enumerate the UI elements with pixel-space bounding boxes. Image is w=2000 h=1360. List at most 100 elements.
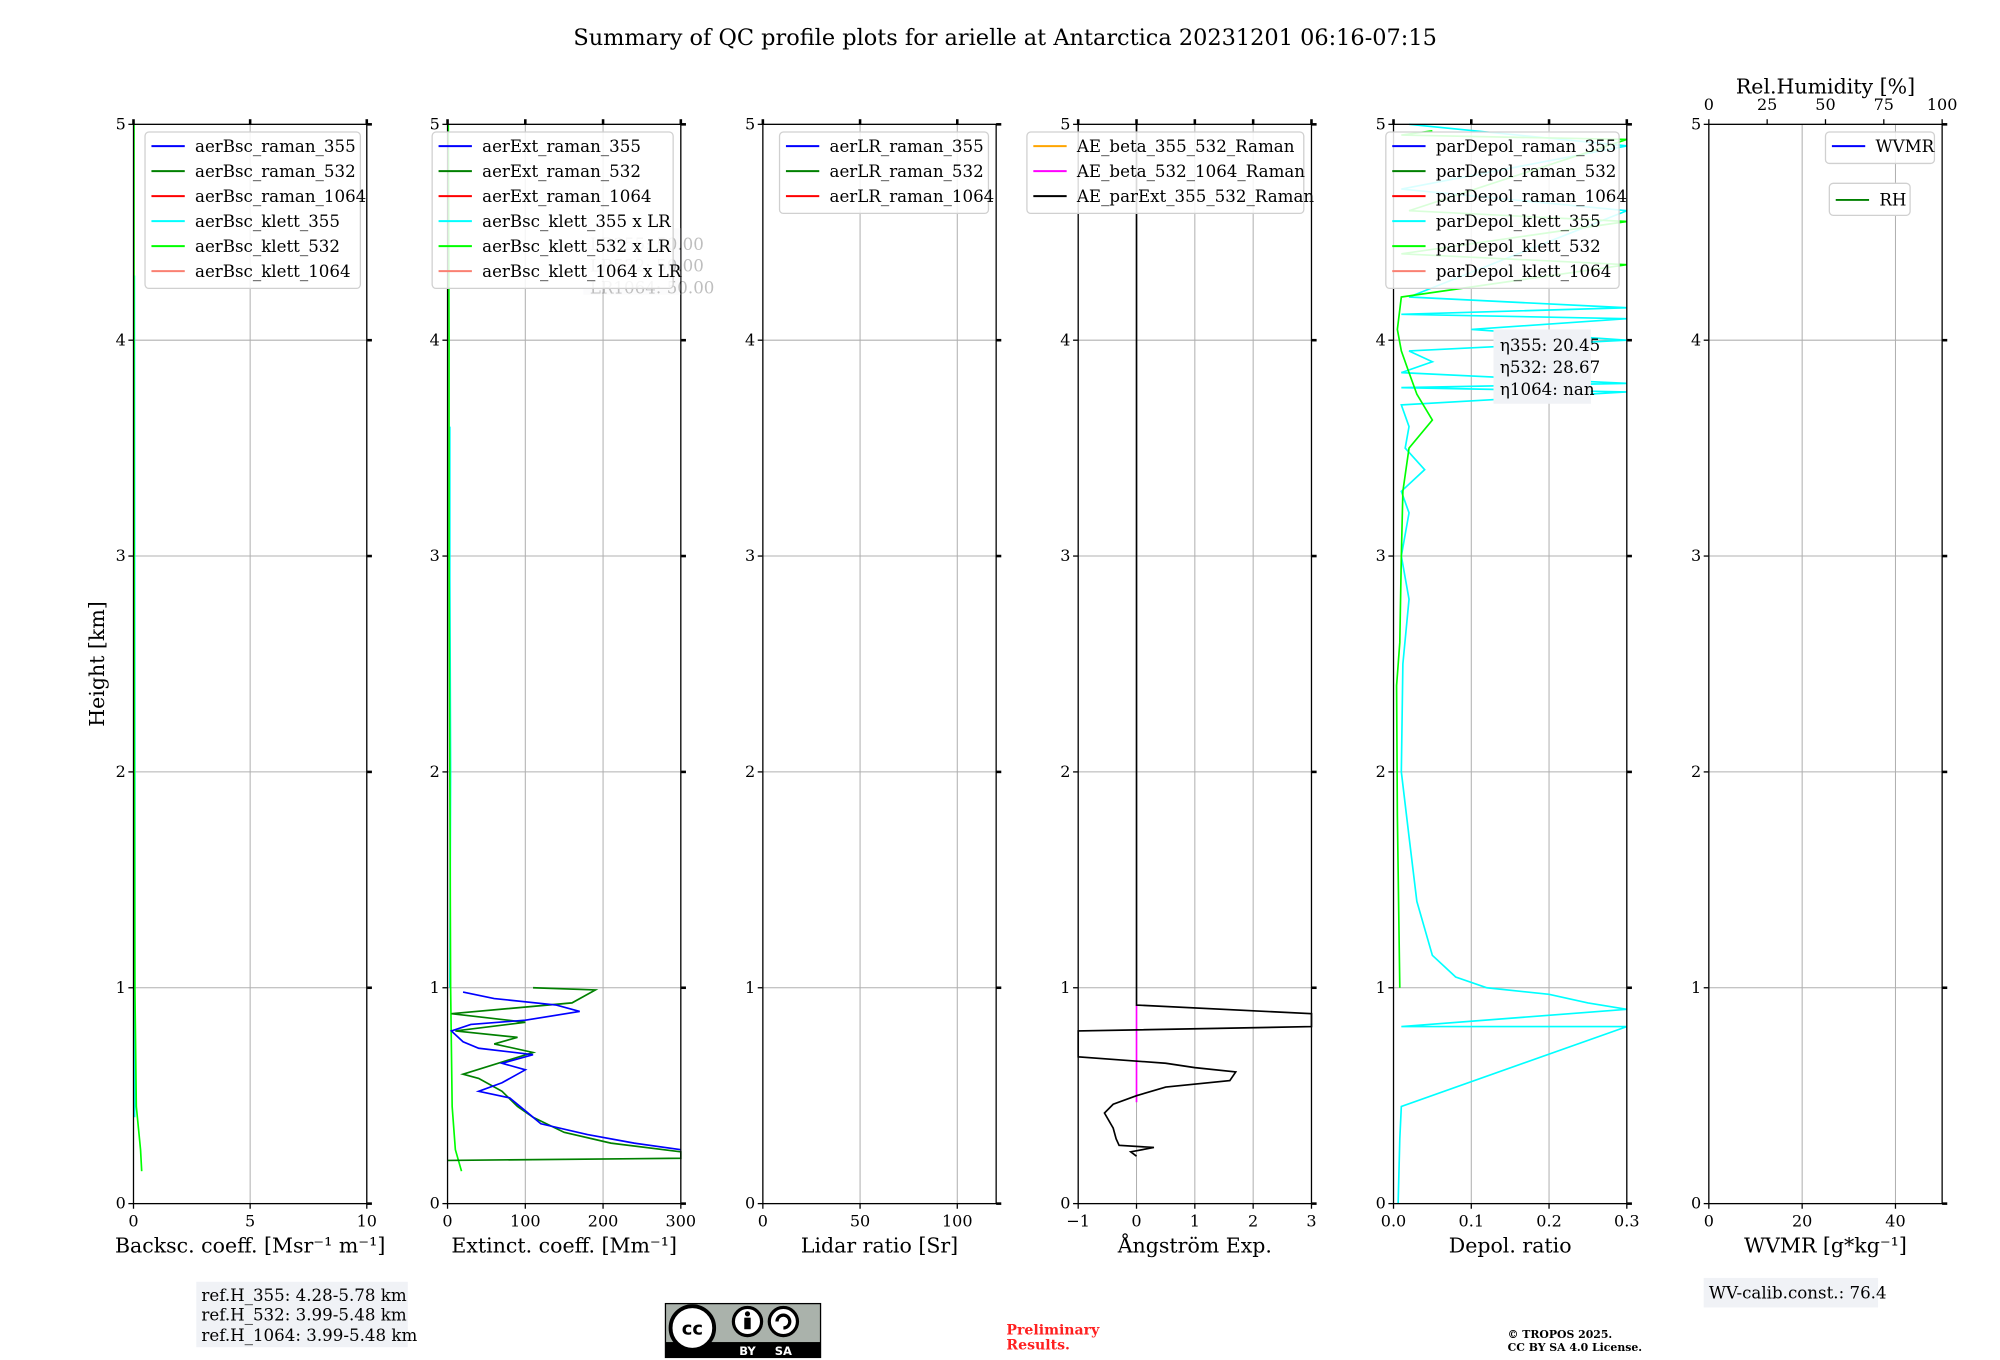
series-parDepol_klett_355 [1397, 123, 1628, 1204]
wv-calib-const: WV-calib.const.: 76.4 [1709, 1283, 1887, 1302]
x-tick-label: 0.0 [1381, 1212, 1406, 1231]
axes-frame [1708, 123, 1943, 1205]
series-AE_parExt_355_532_Raman [1077, 124, 1313, 1157]
preliminary-note-1: Preliminary [1006, 1322, 1100, 1338]
panel-1: 0 1 2 3 4 5 0 5 10 Backsc. coeff. [Msr⁻¹ m⁻¹] aerB… [115, 114, 385, 1257]
x-tick-label: 0.1 [1459, 1212, 1484, 1231]
preliminary-note-2: Results. [1006, 1338, 1070, 1354]
legend-label: aerBsc_klett_355 [195, 212, 340, 231]
y-tick-label: 4 [1691, 330, 1701, 349]
x-tick-label: 2 [1248, 1212, 1258, 1231]
x-tick-label: 200 [588, 1212, 619, 1231]
axes-frame [132, 123, 368, 1205]
legend: parDepol_raman_355 parDepol_raman_532 parD… [1385, 131, 1627, 290]
license-sa: SA [775, 1344, 792, 1358]
y-tick-label: 2 [1376, 762, 1386, 781]
y-tick-label: 0 [430, 1194, 440, 1213]
wv-calib-box: WV-calib.const.: 76.4 [1703, 1277, 1887, 1308]
license-by: BY [739, 1344, 756, 1358]
legend-label: aerLR_raman_1064 [830, 187, 995, 206]
y-tick-label: 3 [116, 546, 126, 565]
x-tick-label: 0.3 [1614, 1212, 1639, 1231]
legend: aerBsc_raman_355 aerBsc_raman_532 aerBsc_r… [144, 131, 366, 290]
top-x-tick-label: 100 [1927, 95, 1958, 114]
x-tick-label: 0 [1704, 1212, 1714, 1231]
svg-text:cc: cc [682, 1318, 703, 1339]
y-tick-label: 0 [745, 1194, 755, 1213]
y-tick-label: 1 [1691, 978, 1701, 997]
ref-height-box: ref.H_355: 4.28-5.78 km ref.H_532: 3.99-… [196, 1281, 417, 1348]
x-tick-label: 0.2 [1536, 1212, 1561, 1231]
y-tick-label: 5 [745, 114, 755, 133]
legend-box [1026, 131, 1305, 215]
top-x-axis-label: Rel.Humidity [%] [1736, 75, 1915, 99]
series-aerBsc_klett_532 x LR [447, 124, 463, 1172]
y-tick-label: 4 [1376, 330, 1386, 349]
copyright-2: CC BY SA 4.0 License. [1508, 1341, 1642, 1354]
top-x-tick-label: 75 [1874, 95, 1894, 114]
legend-label: parDepol_raman_1064 [1436, 187, 1627, 206]
y-tick-label: 5 [1060, 114, 1070, 133]
legend-box [144, 131, 362, 290]
series-aerExt_raman_532 [447, 986, 682, 1162]
legend-label: aerBsc_klett_1064 [195, 262, 351, 281]
panel-5: 0 1 2 3 4 5 0.0 0.1 0.2 0.3 Depol. ratio η355: 20.4… [1376, 114, 1640, 1257]
y-tick-label: 1 [116, 978, 126, 997]
figure-title: Summary of QC profile plots for arielle … [573, 25, 1437, 51]
legend-label: aerLR_raman_355 [830, 137, 984, 156]
y-tick-label: 2 [1060, 762, 1070, 781]
y-tick-label: 1 [1060, 978, 1070, 997]
legend: aerLR_raman_355 aerLR_raman_532 aerLR_rama… [778, 131, 995, 215]
legend2-box [1828, 182, 1911, 216]
legend-label: parDepol_raman_532 [1436, 162, 1617, 181]
x-axis-label: Extinct. coeff. [Mm⁻¹] [451, 1233, 677, 1257]
ref-height-355: ref.H_355: 4.28-5.78 km [201, 1286, 406, 1305]
y-tick-label: 3 [1376, 546, 1386, 565]
copyright-1: © TROPOS 2025. [1508, 1328, 1613, 1341]
legend-label: AE_beta_532_1064_Raman [1076, 162, 1305, 181]
legend-label: AE_beta_355_532_Raman [1076, 137, 1295, 156]
y-tick-label: 4 [430, 330, 440, 349]
x-axis-label: Depol. ratio [1449, 1233, 1572, 1257]
legend-label: parDepol_klett_1064 [1436, 262, 1611, 281]
legend2-label: RH [1879, 191, 1906, 210]
y-tick-label: 3 [745, 546, 755, 565]
y-tick-label: 3 [1691, 546, 1701, 565]
axes-frame [1392, 123, 1628, 1205]
y-tick-label: 3 [1060, 546, 1070, 565]
ref-height-532: ref.H_532: 3.99-5.48 km [201, 1305, 406, 1324]
annotation-box: η355: 20.45 η532: 28.67 η1064: nan [1493, 329, 1600, 404]
x-axis-label: Ångström Exp. [1117, 1232, 1272, 1257]
legend-label: aerBsc_klett_1064 x LR [482, 262, 682, 281]
x-tick-label: −1 [1066, 1212, 1090, 1231]
x-tick-label: 10 [357, 1212, 377, 1231]
legend-label: aerBsc_klett_532 [195, 237, 340, 256]
y-tick-label: 1 [745, 978, 755, 997]
y-tick-label: 2 [430, 762, 440, 781]
y-tick-label: 4 [1060, 330, 1070, 349]
legend-label: parDepol_raman_355 [1436, 137, 1617, 156]
legend-label: aerExt_raman_532 [482, 162, 641, 181]
legend-label: aerLR_raman_532 [830, 162, 984, 181]
legend-box [1385, 131, 1620, 290]
x-tick-label: 5 [245, 1212, 255, 1231]
legend-label: aerBsc_raman_355 [195, 137, 356, 156]
axes-frame [1077, 123, 1313, 1205]
y-tick-label: 2 [116, 762, 126, 781]
y-tick-label: 1 [1376, 978, 1386, 997]
legend: AE_beta_355_532_Raman AE_beta_532_1064_Ra… [1026, 131, 1314, 215]
x-tick-label: 100 [510, 1212, 541, 1231]
legend-label: parDepol_klett_355 [1436, 212, 1601, 231]
x-tick-label: 40 [1885, 1212, 1905, 1231]
y-tick-label: 4 [745, 330, 755, 349]
axes-frame [762, 123, 997, 1205]
x-tick-label: 3 [1306, 1212, 1316, 1231]
x-axis-label: Backsc. coeff. [Msr⁻¹ m⁻¹] [115, 1233, 385, 1257]
x-tick-label: 50 [850, 1212, 870, 1231]
cc-by-sa-logo: cc BY SA [664, 1302, 822, 1359]
y-tick-label: 4 [116, 330, 126, 349]
